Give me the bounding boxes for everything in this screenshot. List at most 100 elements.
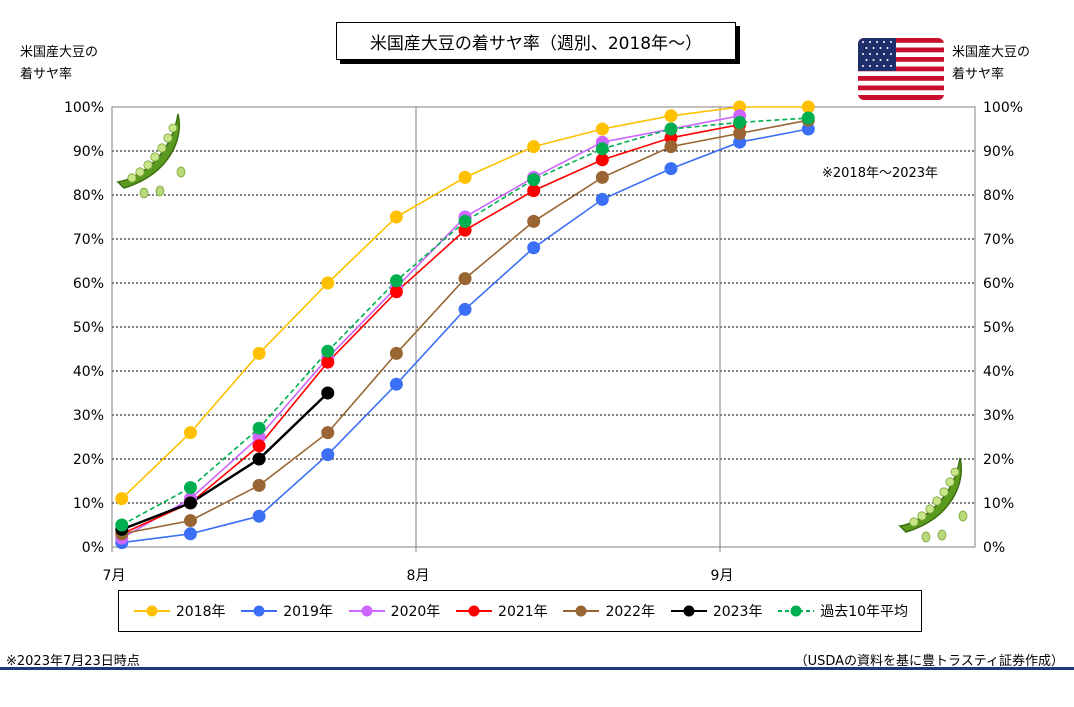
y-tick-label-right: 80% bbox=[983, 188, 1014, 204]
data-point bbox=[183, 496, 197, 510]
data-point bbox=[389, 274, 403, 288]
data-point bbox=[321, 355, 335, 369]
y-tick-label-right: 0% bbox=[983, 540, 1005, 556]
y-tick-label-right: 70% bbox=[983, 232, 1014, 248]
bottom-rule bbox=[0, 667, 1074, 670]
y-tick-label-left: 60% bbox=[73, 276, 104, 292]
data-point bbox=[527, 140, 541, 154]
data-point bbox=[595, 142, 609, 156]
legend-item: 2022年 bbox=[561, 601, 655, 621]
data-point bbox=[252, 439, 266, 453]
plot-area bbox=[111, 106, 976, 548]
y-tick-label-right: 90% bbox=[983, 144, 1014, 160]
data-point bbox=[183, 481, 197, 495]
data-point bbox=[801, 111, 815, 125]
legend-label: 2019年 bbox=[283, 604, 333, 620]
data-point bbox=[252, 452, 266, 466]
left-axis-title-line1: 米国産大豆の bbox=[20, 45, 99, 60]
legend-swatch bbox=[670, 605, 707, 617]
data-point bbox=[595, 192, 609, 206]
data-point bbox=[801, 100, 815, 114]
y-tick-label-left: 100% bbox=[64, 100, 104, 116]
y-tick-label-left: 20% bbox=[73, 452, 104, 468]
y-tick-label-left: 70% bbox=[73, 232, 104, 248]
y-tick-label-right: 100% bbox=[983, 100, 1023, 116]
data-point bbox=[527, 214, 541, 228]
data-point bbox=[733, 126, 747, 140]
series-line bbox=[121, 106, 809, 500]
y-tick-label-left: 0% bbox=[82, 540, 104, 556]
y-tick-label-left: 80% bbox=[73, 188, 104, 204]
legend-label: 2018年 bbox=[175, 604, 226, 620]
data-point bbox=[664, 140, 678, 154]
legend-swatch bbox=[348, 605, 385, 617]
pea-pod-icon bbox=[112, 108, 192, 204]
data-point bbox=[389, 285, 403, 299]
y-tick-label-right: 20% bbox=[983, 452, 1014, 468]
right-axis-title-line1: 米国産大豆の bbox=[952, 45, 1031, 60]
x-tick-label: 9月 bbox=[711, 568, 734, 584]
data-point bbox=[183, 527, 197, 541]
data-point bbox=[252, 478, 266, 492]
series-line bbox=[121, 117, 809, 526]
data-point bbox=[321, 386, 335, 400]
legend-swatch bbox=[456, 605, 493, 617]
legend-label: 2023年 bbox=[712, 604, 763, 620]
range-note: ※2018年～2023年 bbox=[822, 166, 939, 181]
y-tick-label-right: 60% bbox=[983, 276, 1014, 292]
data-point bbox=[595, 153, 609, 167]
legend-label: 2020年 bbox=[390, 604, 441, 620]
right-axis-title: 米国産大豆の 着サヤ率 bbox=[952, 42, 1030, 86]
legend-item: 2018年 bbox=[132, 601, 226, 621]
y-tick-label-right: 30% bbox=[983, 408, 1014, 424]
legend-label: 2022年 bbox=[605, 604, 656, 620]
data-point bbox=[458, 272, 472, 286]
footnote-source: （USDAの資料を基に豊トラスティ証券作成） bbox=[794, 654, 1064, 669]
legend-swatch bbox=[563, 605, 600, 617]
data-point bbox=[252, 509, 266, 523]
y-tick-label-left: 90% bbox=[73, 144, 104, 160]
data-point bbox=[595, 170, 609, 184]
legend-swatch bbox=[133, 605, 170, 617]
chart-title: 米国産大豆の着サヤ率（週別、2018年～） bbox=[336, 22, 736, 60]
series-line bbox=[121, 392, 329, 531]
series-line bbox=[121, 123, 740, 535]
left-axis-title: 米国産大豆の 着サヤ率 bbox=[20, 42, 98, 86]
data-point bbox=[183, 514, 197, 528]
data-point bbox=[527, 241, 541, 255]
y-tick-label-left: 40% bbox=[73, 364, 104, 380]
legend-swatch bbox=[778, 605, 815, 617]
x-tick-label: 8月 bbox=[407, 568, 430, 584]
y-tick-label-right: 40% bbox=[983, 364, 1014, 380]
y-tick-label-left: 30% bbox=[73, 408, 104, 424]
data-point bbox=[458, 302, 472, 316]
data-point bbox=[458, 170, 472, 184]
y-tick-label-right: 10% bbox=[983, 496, 1014, 512]
data-point bbox=[252, 346, 266, 360]
legend-item: 過去10年平均 bbox=[776, 601, 908, 621]
data-point bbox=[321, 276, 335, 290]
data-point bbox=[527, 173, 541, 187]
data-point bbox=[664, 122, 678, 136]
legend-label: 過去10年平均 bbox=[820, 604, 909, 620]
data-point bbox=[321, 426, 335, 440]
left-axis-title-line2: 着サヤ率 bbox=[20, 67, 73, 82]
us-flag-icon bbox=[858, 38, 944, 100]
data-point bbox=[664, 162, 678, 176]
data-point bbox=[389, 210, 403, 224]
data-point bbox=[252, 421, 266, 435]
y-tick-label-left: 50% bbox=[73, 320, 104, 336]
chart-legend: 2018年 2019年 2020年 2021年 2022年 2023年 過去10年平均 bbox=[118, 590, 922, 632]
data-point bbox=[458, 214, 472, 228]
data-point bbox=[389, 377, 403, 391]
data-point bbox=[664, 109, 678, 123]
legend-swatch bbox=[241, 605, 278, 617]
data-point bbox=[595, 122, 609, 136]
y-tick-label-left: 10% bbox=[73, 496, 104, 512]
y-tick-label-right: 50% bbox=[983, 320, 1014, 336]
data-point bbox=[527, 184, 541, 198]
legend-item: 2020年 bbox=[347, 601, 441, 621]
pea-pod-icon bbox=[894, 452, 974, 548]
legend-label: 2021年 bbox=[498, 604, 548, 620]
